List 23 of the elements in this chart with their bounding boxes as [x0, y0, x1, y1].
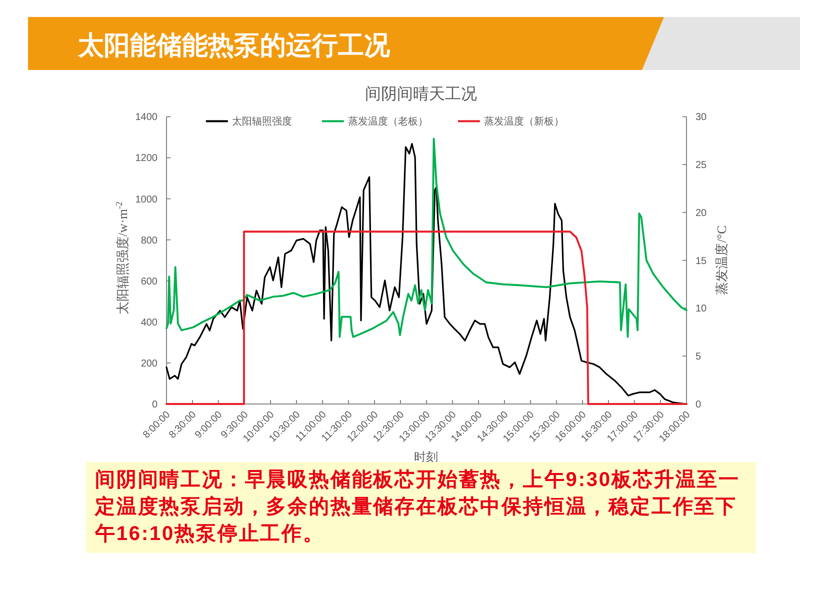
- y2tick: 5: [696, 352, 702, 363]
- ytick: 1000: [135, 194, 158, 206]
- y2label: 蒸发温度/°C: [714, 225, 729, 295]
- ytick: 1200: [135, 153, 158, 164]
- ytick: 200: [140, 358, 158, 370]
- annotation: 间阴间晴工况：早晨吸热储能板芯开始蓄热，上午9:30板芯升温至一定温度热泵启动，多余的热量储存在板芯中保持恒温，稳定工作至下午16:10热泵停止工作。: [86, 462, 756, 553]
- ytick: 600: [140, 276, 158, 288]
- xlabel: 时刻: [414, 450, 438, 464]
- title: 太阳能储能热泵的运行工况: [78, 30, 390, 60]
- ytick: 400: [140, 317, 158, 328]
- ytick: 800: [140, 235, 158, 246]
- y2tick: 30: [696, 112, 707, 124]
- y2tick: 10: [696, 304, 707, 315]
- legend-label: 蒸发温度（新板）: [484, 116, 564, 128]
- legend-label: 蒸发温度（老板）: [348, 116, 428, 128]
- ytick: 0: [152, 400, 158, 410]
- y2tick: 25: [696, 160, 707, 172]
- y2tick: 20: [696, 208, 707, 219]
- legend-label: 太阳辐照强度: [232, 116, 292, 128]
- ytick: 1400: [135, 112, 158, 124]
- subtitle: 间阴间晴天工况: [365, 86, 477, 103]
- y2tick: 15: [696, 256, 707, 267]
- y2tick: 0: [696, 400, 702, 410]
